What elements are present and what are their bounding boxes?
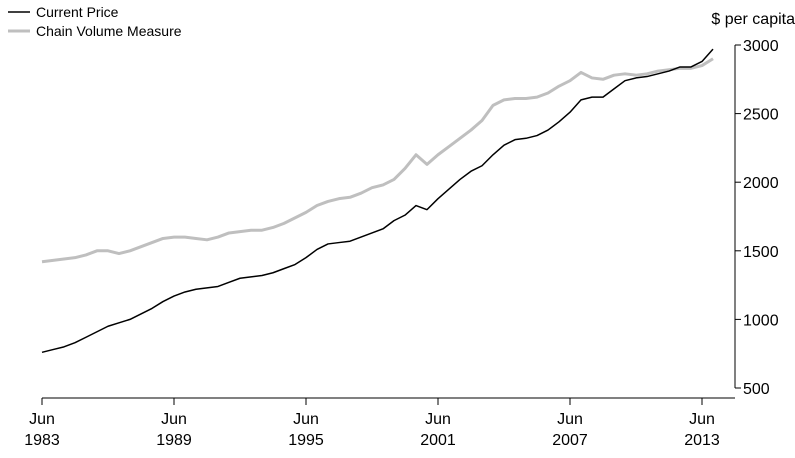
legend-label: Current Price	[36, 4, 119, 20]
y-tick-label: 500	[743, 381, 770, 398]
x-tick-label: Jun 2001	[420, 411, 456, 449]
y-axis-label: $ per capita	[711, 11, 795, 28]
line-series	[41, 48, 714, 354]
x-tick-label: Jun 1983	[24, 411, 60, 449]
line-series	[41, 57, 714, 264]
y-tick-label: 1500	[743, 244, 779, 261]
x-tick-label: Jun 1995	[288, 411, 324, 449]
x-tick-label: Jun 2007	[552, 411, 588, 449]
y-tick-label: 1000	[743, 312, 779, 329]
y-tick-label: 2500	[743, 107, 779, 124]
legend-label: Chain Volume Measure	[36, 23, 182, 39]
x-tick-label: Jun 1989	[156, 411, 192, 449]
x-tick-label: Jun 2013	[684, 411, 720, 449]
y-tick-label: 3000	[743, 38, 779, 55]
y-tick-label: 2000	[743, 175, 779, 192]
